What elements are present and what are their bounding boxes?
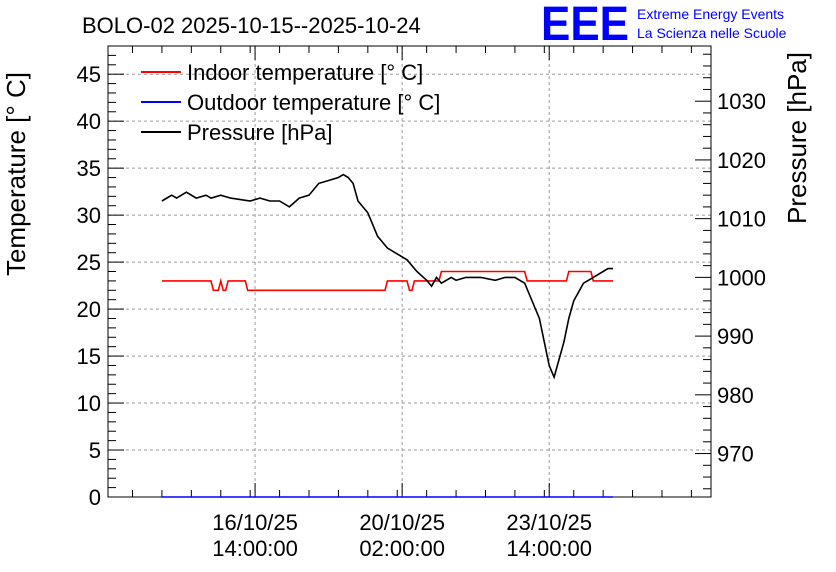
x-tick-label-date: 23/10/25 xyxy=(506,510,592,535)
x-tick-label-time: 14:00:00 xyxy=(506,536,592,561)
logo-line-2: La Scienza nelle Scuole xyxy=(637,25,787,41)
legend: Indoor temperature [° C] Outdoor tempera… xyxy=(141,60,440,145)
series-line-indoor-temperature xyxy=(161,270,613,292)
x-tick-label-date: 16/10/25 xyxy=(212,510,298,535)
x-tick-label-time: 14:00:00 xyxy=(212,536,298,561)
chart-title: BOLO-02 2025-10-15--2025-10-24 xyxy=(82,13,421,38)
y-left-tick-label: 20 xyxy=(77,297,101,322)
y-axis-label-left: Temperature [° C] xyxy=(1,72,31,276)
eee-logo: EEE Extreme Energy Events La Scienza nel… xyxy=(541,0,787,51)
y-right-tick-label: 1020 xyxy=(717,148,766,173)
y-left-tick-label: 25 xyxy=(77,250,101,275)
axes: 16/10/2514:00:0020/10/2502:00:0023/10/25… xyxy=(77,46,766,561)
logo-eee-text: EEE xyxy=(541,0,629,51)
y-axis-label-right: Pressure [hPa] xyxy=(782,52,812,224)
y-right-tick-label: 1010 xyxy=(717,207,766,232)
series-line-pressure xyxy=(161,173,613,380)
y-right-tick-label: 980 xyxy=(717,383,754,408)
y-left-tick-label: 45 xyxy=(77,62,101,87)
y-left-tick-label: 15 xyxy=(77,344,101,369)
legend-label-pressure: Pressure [hPa] xyxy=(187,120,333,145)
x-tick-label-time: 02:00:00 xyxy=(359,536,445,561)
y-right-tick-label: 990 xyxy=(717,324,754,349)
y-left-tick-label: 30 xyxy=(77,203,101,228)
y-left-tick-label: 35 xyxy=(77,156,101,181)
y-left-tick-label: 5 xyxy=(89,438,101,463)
series-lines xyxy=(161,173,613,498)
y-right-tick-label: 1000 xyxy=(717,265,766,290)
y-left-tick-label: 0 xyxy=(89,485,101,510)
y-right-tick-label: 1030 xyxy=(717,89,766,114)
x-tick-label-date: 20/10/25 xyxy=(359,510,445,535)
y-left-tick-label: 10 xyxy=(77,391,101,416)
logo-line-1: Extreme Energy Events xyxy=(637,6,784,22)
legend-label-indoor: Indoor temperature [° C] xyxy=(187,60,423,85)
y-left-tick-label: 40 xyxy=(77,109,101,134)
legend-label-outdoor: Outdoor temperature [° C] xyxy=(187,90,440,115)
y-right-tick-label: 970 xyxy=(717,442,754,467)
